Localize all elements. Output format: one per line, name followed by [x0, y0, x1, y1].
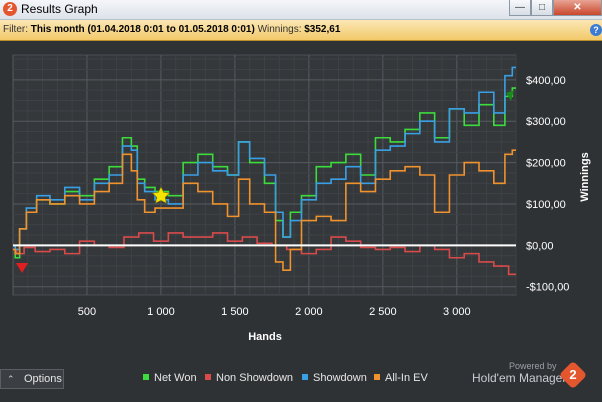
- legend-swatch-icon: [205, 374, 211, 380]
- maximize-button[interactable]: □: [531, 0, 553, 16]
- options-label: Options: [24, 373, 62, 385]
- x-axis-ticks: 500 1 000 1 500 2 000 2 500 3 000: [78, 306, 471, 318]
- legend-label: Net Won: [154, 372, 197, 384]
- brand-name: Hold'em Manager: [472, 371, 567, 385]
- y-tick-label: -$100,00: [526, 282, 569, 294]
- winnings-value: $352,61: [304, 24, 341, 35]
- x-tick-label: 500: [78, 306, 96, 318]
- close-button[interactable]: ✕: [553, 0, 602, 16]
- bottom-bar: [0, 364, 602, 402]
- legend-item-all-in-ev[interactable]: All-In EV: [374, 372, 428, 386]
- filter-bar: Filter: This month (01.04.2018 0:01 to 0…: [0, 20, 602, 41]
- series-lines: [13, 66, 516, 276]
- legend-item-net-won[interactable]: Net Won: [143, 372, 197, 386]
- x-axis-label: Hands: [248, 331, 282, 343]
- hm-logo-number: 2: [569, 367, 577, 382]
- x-tick-label: 3 000: [443, 306, 471, 318]
- star-marker-icon: [151, 186, 171, 204]
- results-chart: 500 1 000 1 500 2 000 2 500 3 000 -$100,00 $0,…: [0, 41, 602, 364]
- y-tick-label: $200,00: [526, 158, 566, 170]
- window-title: Results Graph: [21, 2, 98, 16]
- start-marker-icon: [16, 263, 28, 273]
- window-titlebar: 2 Results Graph — □ ✕: [0, 0, 602, 20]
- y-tick-label: $100,00: [526, 199, 566, 211]
- legend-swatch-icon: [302, 374, 308, 380]
- options-button[interactable]: ⌃ Options: [0, 369, 64, 389]
- x-tick-label: 2 000: [295, 306, 323, 318]
- legend-swatch-icon: [374, 374, 380, 380]
- legend-label: Non Showdown: [216, 372, 294, 384]
- help-icon[interactable]: ?: [590, 24, 602, 36]
- legend-swatch-icon: [143, 374, 149, 380]
- y-tick-label: $0,00: [526, 240, 554, 252]
- legend-item-showdown[interactable]: Showdown: [302, 372, 367, 386]
- y-tick-label: $300,00: [526, 116, 566, 128]
- end-marker-icon: [506, 90, 514, 101]
- y-axis-ticks: -$100,00 $0,00 $100,00 $200,00 $300,00 $400,0…: [526, 75, 569, 294]
- x-tick-label: 1 000: [147, 306, 175, 318]
- legend-label: All-In EV: [385, 372, 428, 384]
- series-line-showdown: [13, 66, 516, 251]
- minimize-button[interactable]: —: [509, 0, 531, 16]
- x-tick-label: 1 500: [221, 306, 249, 318]
- legend-item-non-showdown[interactable]: Non Showdown: [205, 372, 293, 386]
- powered-by-text: Powered by: [509, 361, 557, 371]
- app-logo-icon: 2: [3, 2, 17, 16]
- filter-period[interactable]: This month (01.04.2018 0:01 to 01.05.201…: [30, 24, 255, 35]
- x-tick-label: 2 500: [369, 306, 397, 318]
- y-axis-label: Winnings: [579, 152, 591, 201]
- y-tick-label: $400,00: [526, 75, 566, 87]
- filter-label: Filter:: [3, 24, 28, 35]
- series-line-all-in-ev: [13, 149, 516, 271]
- winnings-label: Winnings:: [257, 24, 302, 35]
- chevron-up-icon: ⌃: [7, 374, 15, 384]
- legend-label: Showdown: [313, 372, 367, 384]
